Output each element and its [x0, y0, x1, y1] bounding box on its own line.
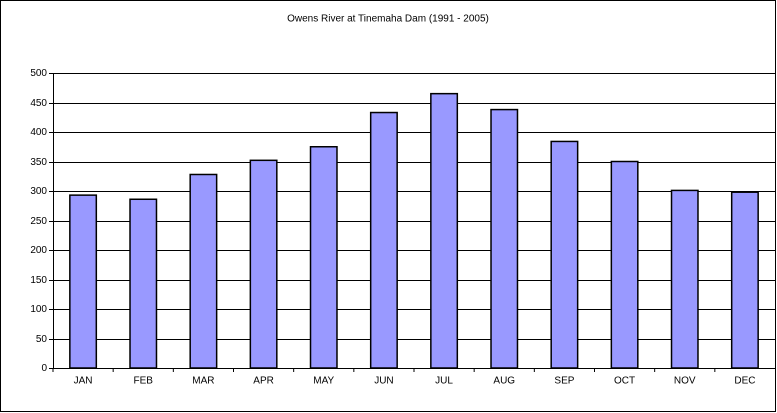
y-tick-label: 50 — [36, 334, 48, 345]
x-tick-label: OCT — [614, 376, 635, 387]
bar — [430, 92, 459, 369]
x-tick-label: JUN — [374, 376, 393, 387]
y-tick-label: 400 — [30, 127, 47, 138]
bar — [249, 159, 278, 369]
x-tick-label: DEC — [734, 376, 755, 387]
bar — [129, 198, 158, 369]
x-tick-label: MAY — [313, 376, 334, 387]
y-tick-label: 450 — [30, 98, 47, 109]
bar — [490, 108, 519, 369]
bar — [69, 194, 98, 369]
x-tick-label: NOV — [674, 376, 696, 387]
x-tick-label: AUG — [493, 376, 515, 387]
bar — [369, 111, 398, 369]
bar — [610, 160, 639, 369]
y-tick-label: 150 — [30, 275, 47, 286]
x-tick-label: JUL — [435, 376, 453, 387]
x-tick-label: FEB — [134, 376, 154, 387]
chart-title: Owens River at Tinemaha Dam (1991 - 2005… — [287, 14, 489, 25]
y-tick-label: 0 — [41, 363, 47, 374]
y-tick-label: 200 — [30, 245, 47, 256]
bar — [730, 191, 759, 369]
x-tick-label: JAN — [74, 376, 93, 387]
bar — [189, 173, 218, 369]
x-tick-label: APR — [253, 376, 274, 387]
y-tick-label: 500 — [30, 68, 47, 79]
y-tick-label: 250 — [30, 216, 47, 227]
x-tick-label: MAR — [192, 376, 214, 387]
bar — [309, 146, 338, 369]
bar — [550, 140, 579, 369]
y-tick-label: 350 — [30, 157, 47, 168]
x-tick-label: SEP — [554, 376, 574, 387]
y-tick-label: 300 — [30, 186, 47, 197]
y-tick-label: 100 — [30, 304, 47, 315]
bar — [670, 189, 699, 369]
